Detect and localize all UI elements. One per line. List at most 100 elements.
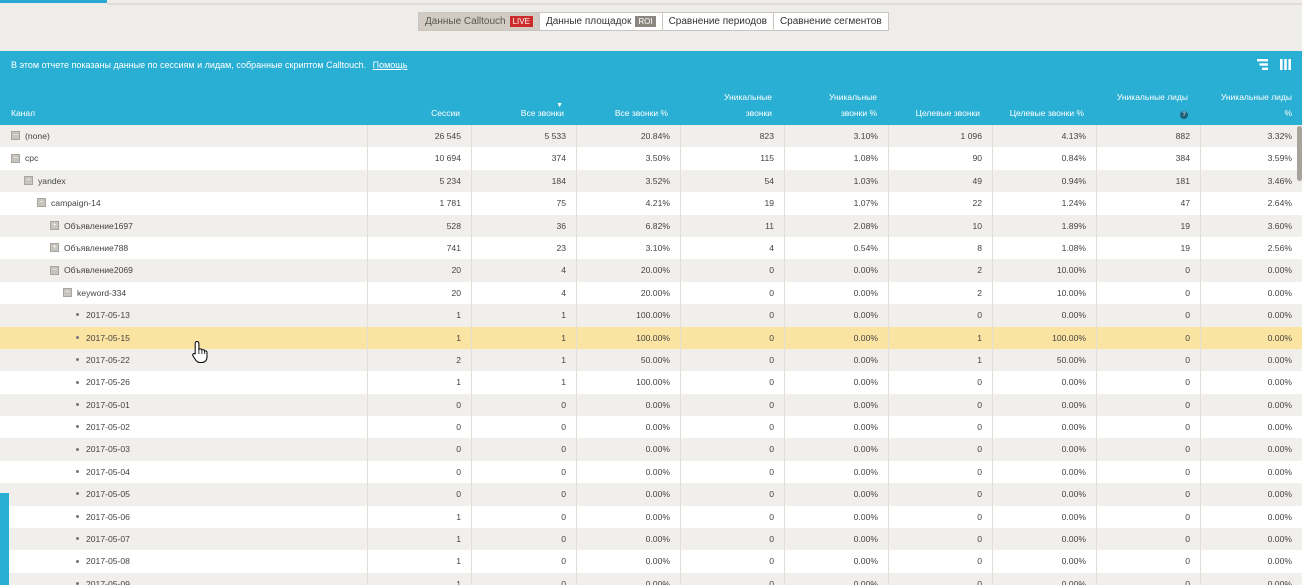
cell-unique-calls-pct: 0.00% — [785, 281, 889, 305]
help-link[interactable]: Помощь — [372, 60, 408, 70]
cell-all-calls-pct: 100.00% — [577, 326, 681, 349]
cell-all-calls-pct: 20.84% — [577, 125, 681, 148]
table-row[interactable]: 2017-05-13 1 1 100.00% 0 0.00% 0 0.00% 0 0.00% — [0, 304, 1302, 327]
col-header-unique-calls-pct[interactable]: Уникальные звонки % — [828, 92, 877, 118]
cell-sessions: 0 — [368, 416, 472, 439]
table-row[interactable]: 2017-05-26 1 1 100.00% 0 0.00% 0 0.00% 0 0.00% — [0, 371, 1302, 394]
col-header-unique-leads-pct[interactable]: Уникальные лиды % — [1220, 92, 1292, 118]
tab-platform-data[interactable]: Данные площадок ROI — [539, 12, 663, 31]
cell-target-calls-pct: 0.00% — [993, 460, 1097, 484]
table-row[interactable]: 2017-05-06 1 0 0.00% 0 0.00% 0 0.00% 0 0.00% — [0, 505, 1302, 529]
row-channel-cell: + Объявление788 — [50, 237, 128, 259]
cell-unique-calls: 0 — [681, 460, 785, 484]
col-header-unique-leads[interactable]: Уникальные лиды ? — [1097, 89, 1188, 121]
side-panel-handle[interactable] — [0, 493, 9, 585]
table-row[interactable]: − (none) 26 545 5 533 20.84% 823 3.10% 1 096 4.1… — [0, 125, 1302, 148]
cell-unique-leads: 882 — [1097, 125, 1201, 148]
col-header-channel[interactable]: Канал — [11, 108, 36, 118]
cell-unique-leads-pct: 2.56% — [1267, 242, 1292, 253]
tab-segment-comparison[interactable]: Сравнение сегментов — [773, 12, 889, 31]
tab-period-comparison[interactable]: Сравнение периодов — [662, 12, 774, 31]
cell-target-calls: 0 — [889, 371, 993, 394]
expand-icon[interactable]: + — [50, 243, 59, 253]
cell-unique-leads-pct: 3.46% — [1267, 175, 1292, 186]
cell-unique-calls-pct: 0.00% — [785, 393, 889, 417]
table-row[interactable]: − campaign-14 1 781 75 4.21% 19 1.07% 22 1.24% 47… — [0, 192, 1302, 215]
table-row[interactable]: 2017-05-22 2 1 50.00% 0 0.00% 1 50.00% 0 0.00% — [0, 348, 1302, 372]
cell-unique-calls: 0 — [681, 393, 785, 417]
row-channel-divider — [0, 214, 368, 237]
cell-unique-calls-pct: 0.00% — [785, 259, 889, 282]
col-header-unique-calls[interactable]: Уникальные звонки — [723, 92, 772, 118]
cell-unique-calls-pct: 0.00% — [785, 416, 889, 439]
cell-all-calls-pct: 20.00% — [577, 281, 681, 305]
row-label: 2017-05-07 — [86, 534, 130, 545]
row-channel-divider — [0, 371, 368, 394]
columns-icon[interactable] — [1279, 58, 1292, 71]
cell-target-calls-pct: 0.00% — [993, 505, 1097, 529]
cell-target-calls-pct: 0.00% — [993, 393, 1097, 417]
cell-unique-calls: 0 — [681, 371, 785, 394]
cell-all-calls: 0 — [473, 572, 577, 585]
cell-unique-calls-pct: 0.54% — [785, 236, 889, 260]
bullet-icon — [76, 335, 79, 339]
collapse-icon[interactable]: − — [24, 176, 33, 186]
row-channel-cell: 2017-05-02 — [76, 416, 130, 438]
row-label: 2017-05-09 — [86, 578, 130, 585]
collapse-icon[interactable]: − — [63, 287, 72, 297]
table-row[interactable]: − cpc 10 694 374 3.50% 115 1.08% 90 0.84% 384 3.59… — [0, 147, 1302, 170]
cell-unique-leads-pct: 2.64% — [1267, 198, 1292, 209]
cell-unique-calls-pct: 0.00% — [785, 371, 889, 394]
table-row[interactable]: + Объявление1697 528 36 6.82% 11 2.08% 10 1.89% 1… — [0, 214, 1302, 237]
table-row[interactable]: − yandex 5 234 184 3.52% 54 1.03% 49 0.94% 181 3.4… — [0, 169, 1302, 193]
cell-all-calls: 4 — [473, 281, 577, 305]
cell-unique-leads-pct: 0.00% — [1267, 422, 1292, 433]
col-header-target-calls-pct[interactable]: Целевые звонки % — [1009, 108, 1084, 118]
table-row[interactable]: 2017-05-07 1 0 0.00% 0 0.00% 0 0.00% 0 0.00% — [0, 528, 1302, 551]
table-row[interactable]: 2017-05-04 0 0 0.00% 0 0.00% 0 0.00% 0 0.00% — [0, 460, 1302, 484]
row-channel-divider — [0, 550, 368, 573]
cell-target-calls-pct: 0.00% — [993, 416, 1097, 439]
tab-calltouch-data[interactable]: Данные Calltouch LIVE — [418, 12, 540, 31]
collapse-icon[interactable]: − — [11, 153, 20, 163]
help-icon[interactable]: ? — [1180, 111, 1188, 119]
col-header-target-calls[interactable]: Целевые звонки — [915, 108, 980, 118]
bullet-icon — [76, 582, 79, 585]
table-row[interactable]: − keyword-334 20 4 20.00% 0 0.00% 2 10.00% 0 0.00% — [0, 281, 1302, 305]
cell-unique-calls: 0 — [681, 505, 785, 529]
tree-view-icon[interactable] — [1256, 58, 1269, 71]
table-row[interactable]: − Объявление2069 20 4 20.00% 0 0.00% 2 10.00% 0 0.… — [0, 259, 1302, 282]
collapse-icon[interactable]: − — [37, 198, 46, 208]
bullet-icon — [76, 559, 79, 563]
mouse-pointer-icon — [192, 340, 208, 363]
cell-sessions: 1 — [368, 528, 472, 551]
cell-unique-calls: 0 — [681, 483, 785, 506]
table-row[interactable]: 2017-05-03 0 0 0.00% 0 0.00% 0 0.00% 0 0.00% — [0, 438, 1302, 461]
row-channel-divider — [0, 505, 368, 529]
table-row[interactable]: 2017-05-09 1 0 0.00% 0 0.00% 0 0.00% 0 0.00% — [0, 572, 1302, 585]
col-header-all-calls-pct[interactable]: Все звонки % — [614, 108, 668, 118]
cell-unique-leads: 19 — [1097, 236, 1201, 260]
cell-target-calls: 0 — [889, 393, 993, 417]
table-row[interactable]: + Объявление788 741 23 3.10% 4 0.54% 8 1.08% 19 2.… — [0, 236, 1302, 260]
cell-unique-leads: 181 — [1097, 169, 1201, 193]
cell-all-calls: 5 533 — [473, 125, 577, 148]
cell-all-calls-pct: 0.00% — [577, 393, 681, 417]
col-header-sessions[interactable]: Сессии — [431, 108, 460, 118]
col-header-all-calls[interactable]: ▼ Все звонки — [473, 102, 564, 121]
cell-unique-leads-pct: 3.60% — [1267, 220, 1292, 231]
table-row[interactable]: 2017-05-08 1 0 0.00% 0 0.00% 0 0.00% 0 0.00% — [0, 550, 1302, 573]
cell-all-calls-pct: 100.00% — [577, 304, 681, 327]
cell-unique-leads-pct: 3.59% — [1267, 153, 1292, 164]
expand-icon[interactable]: + — [50, 220, 59, 230]
collapse-icon[interactable]: − — [11, 131, 20, 141]
cell-unique-leads: 0 — [1097, 348, 1201, 372]
cell-all-calls-pct: 3.50% — [577, 147, 681, 170]
table-row[interactable]: 2017-05-02 0 0 0.00% 0 0.00% 0 0.00% 0 0.00% — [0, 416, 1302, 439]
collapse-icon[interactable]: − — [50, 265, 59, 275]
cell-all-calls: 75 — [473, 192, 577, 215]
table-row[interactable]: 2017-05-15 1 1 100.00% 0 0.00% 1 100.00% 0 0.00% — [0, 326, 1302, 349]
table-row[interactable]: 2017-05-01 0 0 0.00% 0 0.00% 0 0.00% 0 0.00% — [0, 393, 1302, 417]
table-row[interactable]: 2017-05-05 0 0 0.00% 0 0.00% 0 0.00% 0 0.00% — [0, 483, 1302, 506]
vertical-scrollbar[interactable] — [1297, 126, 1302, 181]
